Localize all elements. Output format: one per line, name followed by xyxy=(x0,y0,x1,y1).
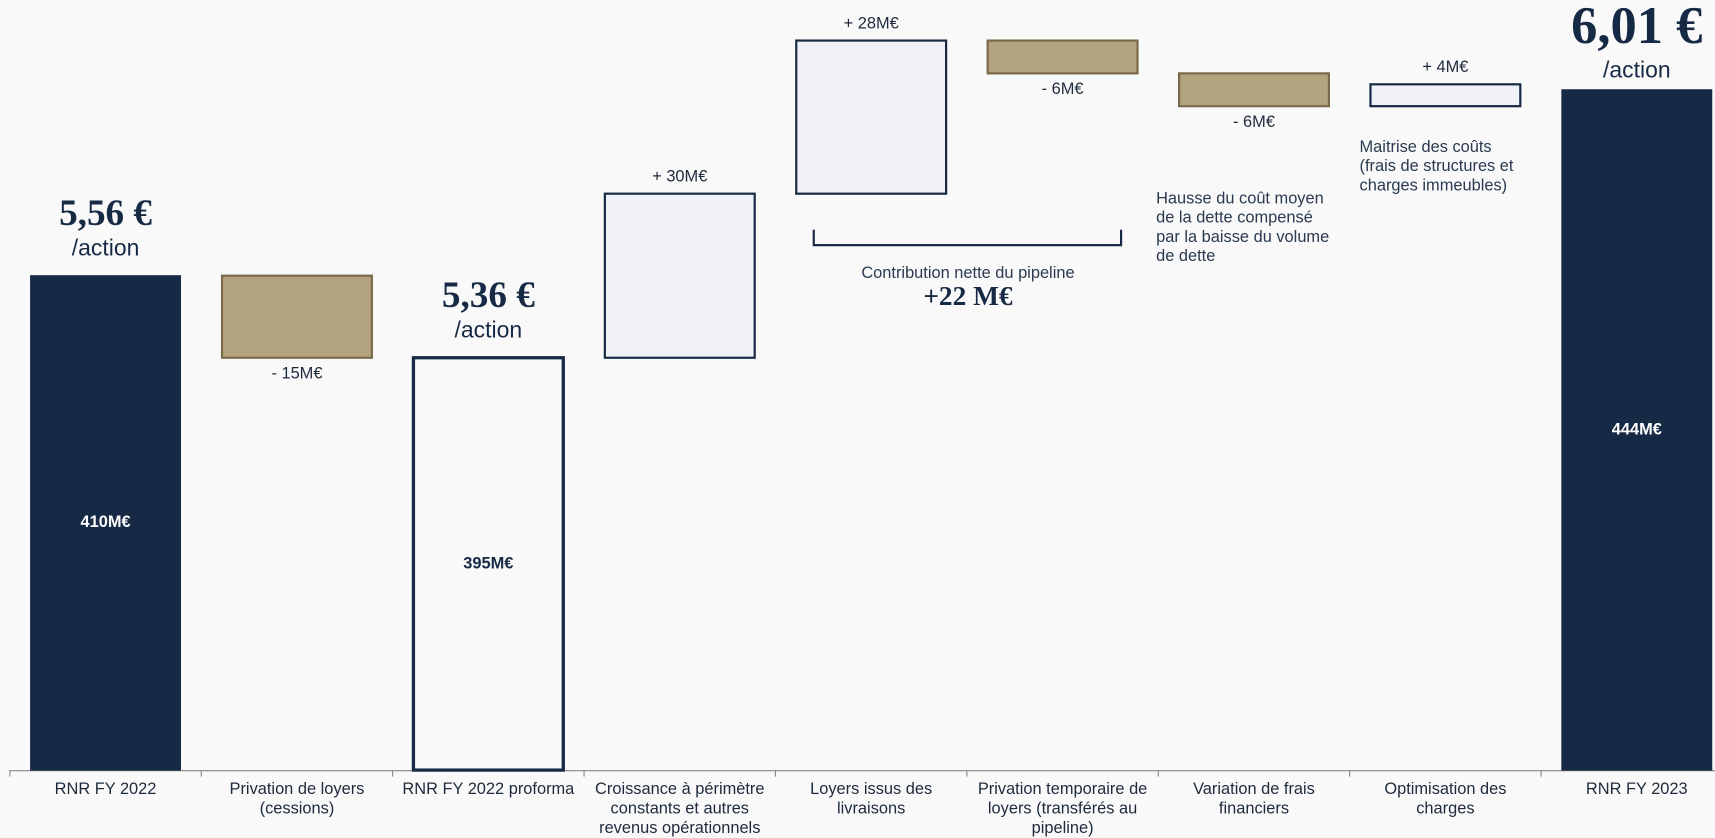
x-tick-label-line: livraisons xyxy=(837,800,905,818)
note: de dette xyxy=(1156,247,1215,265)
x-tick-label-line: Loyers issus des xyxy=(810,780,932,798)
value-label: + 28M€ xyxy=(844,14,899,32)
x-tick-label: RNR FY 2022 xyxy=(55,780,157,798)
x-tick-label-line: Croissance à périmètre xyxy=(595,780,764,798)
x-tick-label-line: RNR FY 2023 xyxy=(1586,780,1688,798)
x-tick-label: RNR FY 2023 xyxy=(1586,780,1688,798)
x-tick-label: Privation de loyers (cessions) xyxy=(230,780,365,818)
pipeline-bracket xyxy=(812,229,1123,247)
x-tick-label-line: Optimisation des xyxy=(1384,780,1506,798)
per-share-value: 6,01 € xyxy=(1571,0,1702,55)
bar xyxy=(603,192,756,359)
x-tick-label-line: constants et autres xyxy=(611,800,750,818)
note: (frais de structures et xyxy=(1360,157,1514,175)
bar xyxy=(795,39,948,195)
bar xyxy=(1177,72,1330,108)
value-label: - 6M€ xyxy=(1233,113,1275,131)
value-label: - 15M€ xyxy=(271,364,322,382)
value-label: 395M€ xyxy=(463,554,513,572)
value-label: 444M€ xyxy=(1612,420,1662,438)
x-tick-label-line: RNR FY 2022 xyxy=(55,780,157,798)
pipeline-label: Contribution nette du pipeline xyxy=(861,264,1074,282)
value-label: + 4M€ xyxy=(1422,58,1468,76)
pipeline-value: +22 M€ xyxy=(923,281,1013,311)
x-tick-label: Loyers issus des livraisons xyxy=(810,780,932,818)
bar xyxy=(30,275,182,771)
per-share-value: 5,56 € xyxy=(59,193,152,234)
x-tick-label-line: Privation temporaire de xyxy=(978,780,1147,798)
per-share-unit: /action xyxy=(72,235,140,261)
note: de la dette compensé xyxy=(1156,209,1313,227)
value-label: 410M€ xyxy=(80,513,130,531)
x-tick-label-line: loyers (transférés au xyxy=(988,800,1137,818)
x-tick-label-line: RNR FY 2022 proforma xyxy=(402,780,575,798)
note: par la baisse du volume xyxy=(1156,228,1329,246)
value-label: + 30M€ xyxy=(652,168,707,186)
note: charges immeubles) xyxy=(1360,176,1508,194)
bar xyxy=(220,274,373,359)
x-tick-label-line: charges xyxy=(1416,800,1474,818)
bar xyxy=(986,39,1139,75)
x-tick-label-line: Privation de loyers xyxy=(230,780,365,798)
x-tick-label-line: pipeline) xyxy=(1032,819,1094,837)
note: Hausse du coût moyen xyxy=(1156,189,1324,207)
x-tick-label-line: financiers xyxy=(1219,800,1289,818)
x-tick-label: Variation de frais financiers xyxy=(1193,780,1315,818)
per-share-value: 5,36 € xyxy=(442,275,535,316)
x-tick-label-line: revenus opérationnels xyxy=(599,819,760,837)
x-tick-label: Croissance à périmètre constants et autre… xyxy=(595,780,764,837)
x-tick-label: RNR FY 2022 proforma xyxy=(402,780,575,798)
x-tick-label: Optimisation des charges xyxy=(1384,780,1506,818)
x-tick-label-line: (cessions) xyxy=(260,800,335,818)
x-tick-label-line: Variation de frais xyxy=(1193,780,1315,798)
bar xyxy=(1369,83,1522,108)
bar xyxy=(411,356,565,772)
note: Maitrise des coûts xyxy=(1360,138,1492,156)
bar xyxy=(1561,89,1713,771)
per-share-unit: /action xyxy=(455,317,523,343)
x-tick-label: Privation temporaire de loyers (transféré… xyxy=(978,780,1147,837)
value-label: - 6M€ xyxy=(1042,80,1084,98)
per-share-unit: /action xyxy=(1603,56,1671,82)
